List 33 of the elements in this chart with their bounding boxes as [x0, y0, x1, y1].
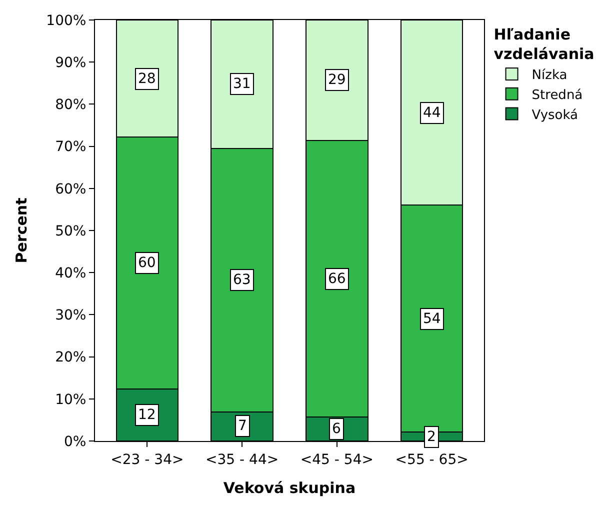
- data-label: 54: [423, 311, 441, 327]
- data-label: 12: [138, 407, 156, 423]
- data-label: 66: [328, 271, 346, 287]
- data-label: 29: [328, 72, 346, 88]
- y-tick-label: 40%: [55, 266, 86, 282]
- y-tick-label: 90%: [55, 55, 86, 71]
- y-tick-label: 0%: [64, 434, 86, 450]
- legend-title: Hľadanie vzdelávania: [494, 26, 594, 63]
- y-tick-label: 20%: [55, 350, 86, 366]
- legend-label: Vysoká: [532, 108, 578, 123]
- data-label: 44: [423, 105, 441, 121]
- y-tick-label: 50%: [55, 223, 86, 240]
- data-label: 60: [138, 255, 156, 271]
- x-tick-label: <45 - 54>: [300, 452, 374, 468]
- data-label: 6: [332, 421, 341, 437]
- data-label: 2: [427, 429, 436, 445]
- data-label: 7: [238, 418, 247, 434]
- data-label: 28: [138, 71, 156, 87]
- legend-label: Nízka: [532, 68, 568, 84]
- data-label: 63: [233, 272, 251, 288]
- y-tick-label: 60%: [55, 181, 86, 198]
- legend-label: Stredná: [532, 88, 583, 103]
- y-axis-title: Percent: [12, 198, 30, 264]
- x-tick-label: <23 - 34>: [110, 452, 184, 468]
- y-tick-label: 70%: [55, 139, 86, 156]
- x-axis-title: Veková skupina: [223, 478, 356, 497]
- y-tick-label: 80%: [55, 97, 86, 114]
- y-tick-label: 100%: [46, 12, 86, 29]
- data-label: 31: [233, 76, 251, 92]
- y-tick-label: 30%: [55, 308, 86, 324]
- x-tick-label: <55 - 65>: [395, 452, 468, 468]
- x-tick-label: <35 - 44>: [206, 452, 279, 468]
- y-tick-label: 10%: [55, 392, 86, 408]
